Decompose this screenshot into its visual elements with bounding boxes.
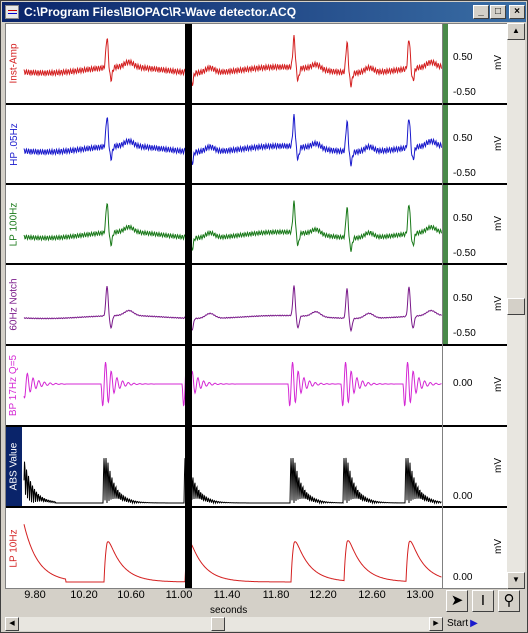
arrow-tool-icon: ➤ <box>450 592 464 609</box>
waveform-bp <box>23 361 442 407</box>
vertical-scrollbar[interactable]: ▲ ▼ <box>507 23 525 589</box>
close-button[interactable]: × <box>509 5 525 19</box>
scale-lp100: 0.50 -0.50 mV <box>443 185 507 265</box>
channel-label: LP 10Hz <box>8 528 20 568</box>
horizontal-scrollbar[interactable]: ◀ ▶ <box>5 617 443 631</box>
maximize-button[interactable]: □ <box>490 5 506 19</box>
arrow-up-icon: ▲ <box>512 26 520 35</box>
zoom-tool-button[interactable]: ⚲ <box>498 590 520 612</box>
arrow-tool-button[interactable]: ➤ <box>446 590 468 612</box>
window-title: C:\Program Files\BIOPAC\R-Wave detector.… <box>24 5 297 19</box>
channel-label: Inst-Amp <box>8 43 20 84</box>
ibeam-tool-icon: I <box>480 592 486 609</box>
maximize-icon: □ <box>494 6 502 17</box>
waveform-trace <box>23 34 442 88</box>
x-tick: 11.40 <box>213 589 241 601</box>
waveform-lp10 <box>23 524 442 583</box>
channel-bp[interactable]: BP 17Hz Q=5 <box>6 346 442 427</box>
time-axis: 9.80 10.20 10.60 11.00 11.40 11.80 12.20… <box>5 589 443 617</box>
arrow-right-icon: ▶ <box>433 620 439 627</box>
x-tick: 12.20 <box>309 589 337 601</box>
arrow-left-icon: ◀ <box>9 620 15 627</box>
scroll-right-button[interactable]: ▶ <box>429 617 443 631</box>
minimize-icon: _ <box>478 6 484 17</box>
minimize-button[interactable]: _ <box>473 5 489 19</box>
channel-label: BP 17Hz Q=5 <box>8 354 20 417</box>
scale-abs: 0.00 mV <box>443 427 507 508</box>
scale-inst-amp: 0.50 -0.50 mV <box>443 24 507 105</box>
channel-lp10[interactable]: LP 10Hz <box>6 508 442 588</box>
x-tick: 13.00 <box>406 589 434 601</box>
channel-inst-amp[interactable]: Inst-Amp <box>6 24 442 105</box>
waveform-trace <box>23 361 442 407</box>
waveform-trace <box>23 113 442 167</box>
zoom-tool-icon: ⚲ <box>503 592 515 609</box>
x-tick: 10.20 <box>70 589 98 601</box>
waveform-lp100 <box>23 200 442 252</box>
scale-notch: 0.50 -0.50 mV <box>443 265 507 346</box>
start-label: Start <box>447 617 469 629</box>
start-button[interactable]: Start ▶ <box>447 615 495 631</box>
channel-label: HP .05Hz <box>8 122 20 166</box>
event-marker[interactable] <box>185 24 192 588</box>
waveform-trace <box>23 200 442 252</box>
scroll-down-button[interactable]: ▼ <box>507 572 525 589</box>
waveform-trace <box>23 457 442 505</box>
waveform-trace <box>23 524 442 583</box>
scroll-up-button[interactable]: ▲ <box>507 23 525 40</box>
x-tick: 12.60 <box>358 589 386 601</box>
scale-lp10: 0.00 mV <box>453 539 504 583</box>
waveform-notch <box>23 285 442 333</box>
arrow-down-icon: ▼ <box>512 575 520 584</box>
scroll-left-button[interactable]: ◀ <box>5 617 19 631</box>
channel-hp[interactable]: HP .05Hz <box>6 105 442 185</box>
scale-hp: 0.50 -0.50 mV <box>443 105 507 185</box>
x-tick: 11.00 <box>165 589 193 601</box>
x-axis-unit: seconds <box>210 605 248 616</box>
scale-bp: 0.00 mV <box>443 346 507 427</box>
channel-lp100[interactable]: LP 100Hz <box>6 185 442 265</box>
play-icon: ▶ <box>470 617 478 629</box>
channel-notch[interactable]: 60Hz Notch <box>6 265 442 346</box>
scroll-thumb[interactable] <box>507 298 525 315</box>
amplitude-scale-panel: 0.50 -0.50 mV 0.50 -0.50 mV 0.50 -0.50 m… <box>443 23 507 589</box>
waveform-hp <box>23 113 442 167</box>
waveform-inst-amp <box>23 34 442 88</box>
waveform-abs <box>23 457 442 505</box>
channel-label: LP 100Hz <box>8 202 20 246</box>
ibeam-tool-button[interactable]: I <box>472 590 494 612</box>
channel-label: ABS Value <box>6 427 22 506</box>
x-tick: 9.80 <box>24 589 46 601</box>
waveform-plot-area[interactable]: Inst-Amp HP .05Hz LP 100Hz 60Hz Notch BP… <box>5 23 443 589</box>
app-icon <box>5 5 19 19</box>
channel-label: 60Hz Notch <box>8 278 20 331</box>
waveform-trace <box>23 285 442 333</box>
title-bar[interactable]: C:\Program Files\BIOPAC\R-Wave detector.… <box>2 2 526 22</box>
scroll-thumb[interactable] <box>211 617 225 631</box>
x-tick: 10.60 <box>117 589 145 601</box>
channel-abs[interactable]: ABS Value <box>6 427 442 508</box>
x-tick: 11.80 <box>262 589 290 601</box>
close-icon: × <box>514 6 520 17</box>
